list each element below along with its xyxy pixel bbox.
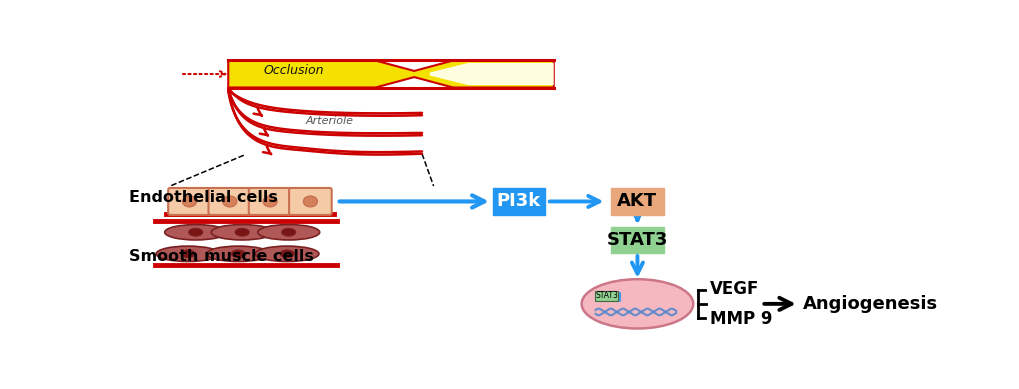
Polygon shape xyxy=(228,61,553,88)
Text: PI3k: PI3k xyxy=(496,193,540,210)
Text: Arteriole: Arteriole xyxy=(306,116,354,126)
Ellipse shape xyxy=(263,196,277,207)
Ellipse shape xyxy=(156,246,219,261)
FancyBboxPatch shape xyxy=(249,188,291,215)
FancyBboxPatch shape xyxy=(610,227,663,253)
Text: Endothelial cells: Endothelial cells xyxy=(129,190,277,205)
FancyBboxPatch shape xyxy=(492,188,545,215)
Ellipse shape xyxy=(189,228,203,236)
Text: STAT3: STAT3 xyxy=(606,231,667,249)
FancyBboxPatch shape xyxy=(288,188,331,215)
Ellipse shape xyxy=(182,196,197,207)
Ellipse shape xyxy=(258,224,319,240)
Ellipse shape xyxy=(280,250,293,258)
Ellipse shape xyxy=(222,196,236,207)
Ellipse shape xyxy=(255,246,319,261)
Ellipse shape xyxy=(581,279,693,328)
Text: VEGF: VEGF xyxy=(709,280,758,298)
Ellipse shape xyxy=(206,246,270,261)
Text: Smooth muscle cells: Smooth muscle cells xyxy=(129,249,314,265)
Ellipse shape xyxy=(164,224,226,240)
Ellipse shape xyxy=(235,228,249,236)
FancyBboxPatch shape xyxy=(594,291,618,301)
Polygon shape xyxy=(429,63,553,85)
Ellipse shape xyxy=(281,228,296,236)
Text: Occlusion: Occlusion xyxy=(263,65,323,77)
Ellipse shape xyxy=(231,250,245,258)
Text: AKT: AKT xyxy=(616,193,657,210)
Ellipse shape xyxy=(180,250,195,258)
Text: Angiogenesis: Angiogenesis xyxy=(803,295,937,313)
Text: MMP 9: MMP 9 xyxy=(709,310,771,328)
FancyBboxPatch shape xyxy=(168,188,211,215)
FancyBboxPatch shape xyxy=(610,188,663,215)
Ellipse shape xyxy=(303,196,317,207)
Text: STAT3: STAT3 xyxy=(594,291,618,300)
Ellipse shape xyxy=(211,224,273,240)
FancyBboxPatch shape xyxy=(208,188,251,215)
